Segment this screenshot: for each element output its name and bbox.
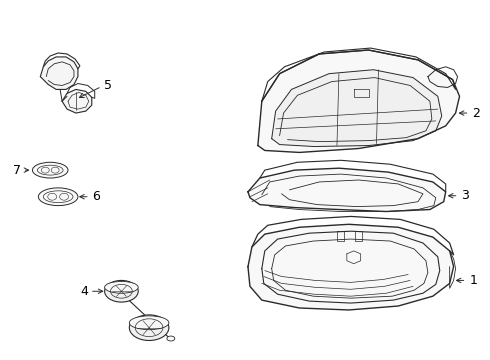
Ellipse shape <box>32 162 68 178</box>
Text: 3: 3 <box>462 189 469 202</box>
Text: 4: 4 <box>80 285 88 298</box>
Ellipse shape <box>104 280 138 302</box>
Ellipse shape <box>129 315 169 341</box>
Text: 6: 6 <box>92 190 99 203</box>
Ellipse shape <box>104 282 138 293</box>
Ellipse shape <box>38 188 78 206</box>
Polygon shape <box>271 70 442 147</box>
Polygon shape <box>248 224 454 310</box>
Polygon shape <box>62 89 92 113</box>
Text: 1: 1 <box>469 274 477 287</box>
Polygon shape <box>248 168 446 212</box>
Polygon shape <box>258 50 460 152</box>
Text: 2: 2 <box>472 107 480 120</box>
Text: 7: 7 <box>13 164 21 177</box>
Ellipse shape <box>129 316 169 330</box>
Text: 5: 5 <box>103 79 112 92</box>
Polygon shape <box>40 57 78 89</box>
Ellipse shape <box>167 336 175 341</box>
